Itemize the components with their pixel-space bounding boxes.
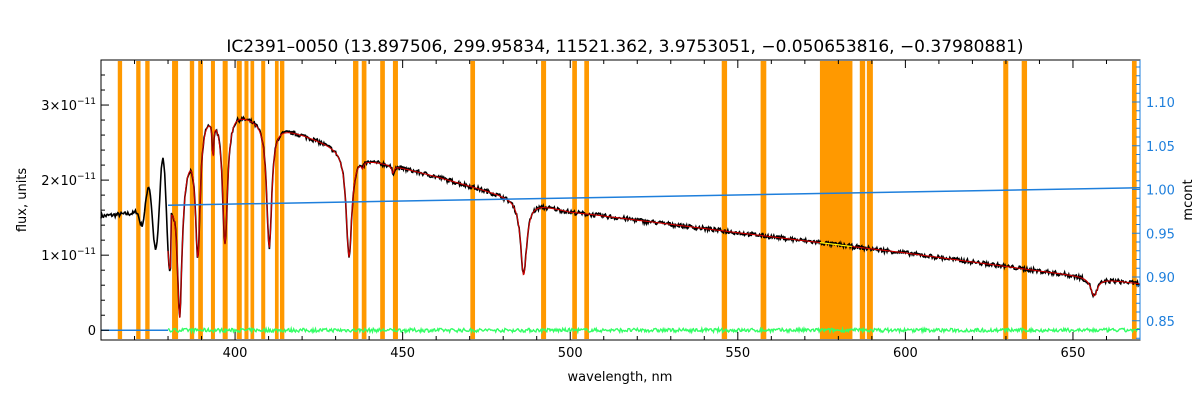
masked-region bbox=[380, 61, 385, 339]
y-tick-label: 0 bbox=[88, 324, 96, 339]
masked-region bbox=[136, 61, 141, 339]
masked-region bbox=[721, 61, 728, 339]
masked-region bbox=[210, 61, 215, 339]
y-axis-right: 0.85 0.90 0.95 1.00 1.05 1.10 bbox=[1132, 60, 1175, 340]
series-layer bbox=[100, 115, 1141, 335]
masked-region bbox=[279, 61, 285, 339]
masked-region bbox=[1003, 61, 1009, 339]
x-tick-label: 400 bbox=[223, 346, 248, 361]
masked-region bbox=[361, 61, 367, 339]
x-axis: 400 450 500 550 600 650 bbox=[134, 60, 1141, 361]
y-right-tick-label: 1.10 bbox=[1146, 96, 1175, 111]
model-spectrum-line bbox=[167, 118, 1141, 318]
masked-region bbox=[172, 61, 179, 339]
y-right-tick-label: 0.85 bbox=[1146, 315, 1175, 330]
masked-region bbox=[353, 61, 359, 339]
y-right-tick-label: 1.00 bbox=[1146, 184, 1175, 199]
masked-region bbox=[584, 61, 589, 339]
plot-frame bbox=[100, 59, 1141, 341]
masked-region bbox=[261, 61, 266, 339]
y-right-tick-label: 0.95 bbox=[1146, 227, 1175, 242]
masked-model-line bbox=[819, 242, 852, 248]
masked-region bbox=[189, 61, 195, 339]
masked-region bbox=[1021, 61, 1028, 339]
x-tick-label: 600 bbox=[893, 346, 918, 361]
y-tick-label: 2×10−11 bbox=[41, 172, 96, 189]
observed-spectrum-line bbox=[100, 115, 1141, 317]
x-tick-label: 500 bbox=[558, 346, 583, 361]
residual-line bbox=[167, 325, 1141, 335]
masked-region bbox=[250, 61, 255, 339]
y-right-tick-label: 0.90 bbox=[1146, 271, 1175, 286]
x-tick-label: 650 bbox=[1061, 346, 1086, 361]
chart-title: IC2391–0050 (13.897506, 299.95834, 11521… bbox=[226, 37, 1023, 57]
masked-region bbox=[819, 61, 853, 339]
masked-region bbox=[145, 61, 150, 339]
masked-region bbox=[236, 61, 242, 339]
masked-regions bbox=[117, 61, 1137, 339]
y-axis-left-label: flux, units bbox=[15, 168, 30, 233]
masked-region bbox=[572, 61, 577, 339]
y-tick-label: 1×10−11 bbox=[41, 247, 96, 264]
y-right-tick-label: 1.05 bbox=[1146, 140, 1175, 155]
masked-region bbox=[274, 61, 279, 339]
mcont-line bbox=[168, 187, 1141, 206]
x-tick-label: 450 bbox=[390, 346, 415, 361]
y-axis-right-label: mcont bbox=[1181, 179, 1196, 220]
masked-region bbox=[859, 61, 866, 339]
masked-region bbox=[541, 61, 547, 339]
masked-region bbox=[1131, 61, 1137, 339]
y-tick-label: 3×10−11 bbox=[41, 97, 96, 114]
masked-region bbox=[244, 61, 249, 339]
x-tick-label: 550 bbox=[725, 346, 750, 361]
x-axis-label: wavelength, nm bbox=[568, 370, 673, 385]
masked-region bbox=[392, 61, 398, 339]
masked-region bbox=[760, 61, 767, 339]
masked-region bbox=[866, 61, 873, 339]
y-axis-left: 0 1×10−11 2×10−11 3×10−11 bbox=[41, 74, 109, 339]
masked-region bbox=[117, 61, 123, 339]
masked-region bbox=[222, 61, 228, 339]
